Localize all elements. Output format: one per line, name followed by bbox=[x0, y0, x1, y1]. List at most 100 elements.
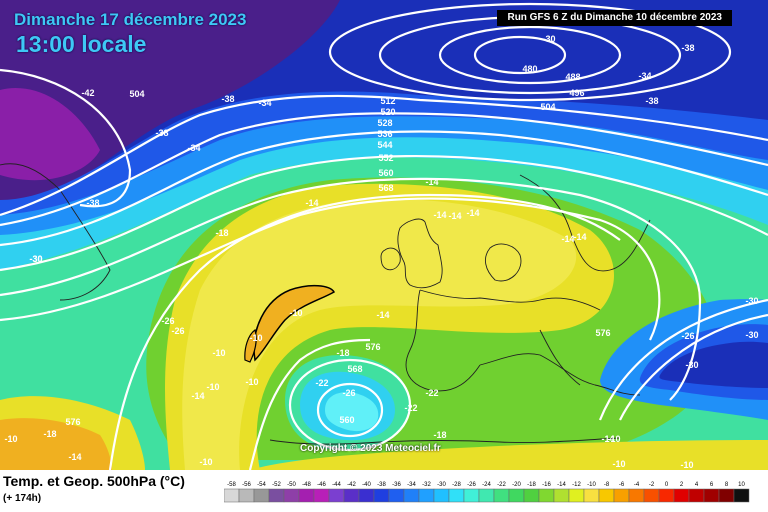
legend-swatch bbox=[673, 488, 690, 503]
contour-line bbox=[288, 358, 412, 452]
legend-swatch bbox=[403, 488, 420, 503]
temperature-label: -14 bbox=[466, 208, 479, 218]
temperature-label: -30 bbox=[542, 34, 555, 44]
contour-line bbox=[0, 112, 768, 227]
temperature-label: -30 bbox=[29, 254, 42, 264]
legend-swatch bbox=[643, 488, 660, 503]
legend-label: -8 bbox=[604, 482, 610, 488]
model-run-label: Run GFS 6 Z du Dimanche 10 décembre 2023 bbox=[497, 10, 732, 26]
contour-line bbox=[619, 313, 768, 421]
contour-line bbox=[0, 94, 768, 217]
legend-label: -18 bbox=[527, 482, 536, 488]
temperature-label: -10 bbox=[249, 333, 262, 343]
legend-swatch bbox=[373, 488, 390, 503]
temperature-label: -26 bbox=[342, 388, 355, 398]
geopotential-label: 536 bbox=[377, 129, 392, 139]
legend-swatch bbox=[688, 488, 705, 503]
geopotential-label: 480 bbox=[522, 64, 537, 74]
temperature-label: -10 bbox=[612, 459, 625, 469]
temperature-label: -14 bbox=[425, 177, 438, 187]
geopotential-label: 568 bbox=[347, 364, 362, 374]
geopotential-label: 528 bbox=[377, 118, 392, 128]
legend-label: -10 bbox=[587, 482, 596, 488]
coldest-core bbox=[0, 88, 100, 181]
legend-label: -40 bbox=[362, 482, 371, 488]
legend-swatch bbox=[568, 488, 585, 503]
legend-label: -52 bbox=[272, 482, 281, 488]
africa-warm bbox=[250, 440, 768, 470]
legend-swatch bbox=[328, 488, 345, 503]
geopotential-label: 504 bbox=[540, 102, 555, 112]
geopotential-label: 560 bbox=[378, 168, 393, 178]
geopotential-label: 560 bbox=[339, 415, 354, 425]
geopotential-label: 576 bbox=[595, 328, 610, 338]
legend-swatch bbox=[313, 488, 330, 503]
legend-swatch bbox=[733, 488, 750, 503]
legend-swatch bbox=[298, 488, 315, 503]
legend-swatch bbox=[613, 488, 630, 503]
contour-line bbox=[598, 298, 768, 421]
legend-label: -58 bbox=[227, 482, 236, 488]
valid-date: Dimanche 17 décembre 2023 bbox=[14, 10, 247, 29]
color-legend: -58 -56 -54 -52 -50 -48 -46 -44 -42 -40 -38 -36 -34-… bbox=[224, 482, 750, 503]
ireland-coast bbox=[380, 247, 401, 271]
legend-label: -32 bbox=[422, 482, 431, 488]
legend-label: -54 bbox=[257, 482, 266, 488]
temperature-label: -26 bbox=[161, 316, 174, 326]
legend-swatch bbox=[283, 488, 300, 503]
legend-swatch bbox=[538, 488, 555, 503]
legend-label: 8 bbox=[725, 482, 729, 488]
geopotential-label: 576 bbox=[365, 342, 380, 352]
legend-swatch bbox=[523, 488, 540, 503]
temperature-label: -10 bbox=[289, 308, 302, 318]
temperature-label: -18 bbox=[433, 430, 446, 440]
legend-swatch bbox=[718, 488, 735, 503]
legend-label: -12 bbox=[572, 482, 581, 488]
temperature-label: -38 bbox=[86, 198, 99, 208]
coastlines bbox=[0, 163, 651, 445]
temperature-label: -14 bbox=[376, 310, 389, 320]
temperature-label: -22 bbox=[425, 388, 438, 398]
geopotential-label: 552 bbox=[378, 153, 393, 163]
temperature-label: -10 bbox=[199, 457, 212, 467]
legend-label: -56 bbox=[242, 482, 251, 488]
temperature-label: -22 bbox=[404, 403, 417, 413]
temperature-label: -18 bbox=[215, 228, 228, 238]
north-europe-coast bbox=[419, 289, 601, 311]
legend-swatch bbox=[418, 488, 435, 503]
copyright: Copyright © 2023 Meteociel.fr bbox=[300, 443, 441, 454]
legend-label: -22 bbox=[497, 482, 506, 488]
legend-label: -30 bbox=[437, 482, 446, 488]
legend-swatch bbox=[238, 488, 255, 503]
valid-time: 13:00 locale bbox=[16, 31, 147, 57]
temperature-label: -10 bbox=[607, 434, 620, 444]
geopotential-label: 568 bbox=[378, 183, 393, 193]
temperature-label: -34 bbox=[258, 98, 271, 108]
geopotential-contours bbox=[0, 2, 768, 470]
geopotential-label: 488 bbox=[565, 72, 580, 82]
temperature-label: -14 bbox=[433, 210, 446, 220]
geopotential-label: 520 bbox=[380, 107, 395, 117]
legend-label: -44 bbox=[332, 482, 341, 488]
legend-label: -26 bbox=[467, 482, 476, 488]
contour-line bbox=[248, 338, 371, 470]
forecast-hour: (+ 174h) bbox=[3, 493, 42, 504]
legend-swatch bbox=[463, 488, 480, 503]
temperature-label: -22 bbox=[315, 378, 328, 388]
iberia-coast bbox=[405, 289, 481, 392]
temperature-label: -34 bbox=[638, 71, 651, 81]
contour-line bbox=[0, 155, 768, 272]
legend-label: -46 bbox=[317, 482, 326, 488]
legend-label: 2 bbox=[680, 482, 684, 488]
temperature-label: -30 bbox=[29, 254, 42, 264]
temperature-label: -14 bbox=[601, 434, 614, 444]
temperature-label: -26 bbox=[171, 326, 184, 336]
temperature-label: -38 bbox=[221, 94, 234, 104]
legend-swatch bbox=[253, 488, 270, 503]
contour-line bbox=[473, 35, 567, 75]
temperature-label: -10 bbox=[212, 348, 225, 358]
contour-line bbox=[0, 197, 661, 341]
